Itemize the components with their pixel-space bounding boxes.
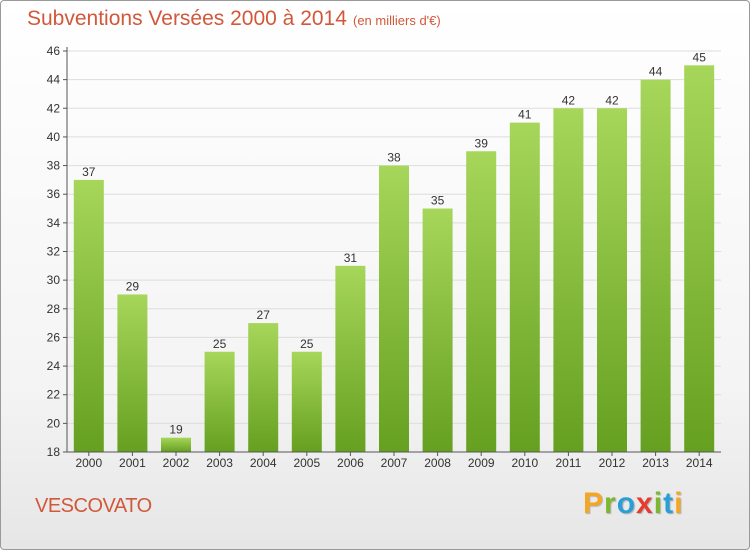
bar bbox=[161, 437, 191, 452]
bar bbox=[509, 122, 540, 452]
logo-letter: t bbox=[663, 487, 675, 520]
bar bbox=[204, 351, 235, 452]
x-tick-label: 2013 bbox=[642, 456, 669, 470]
bar bbox=[291, 351, 322, 452]
logo-letter: i bbox=[674, 487, 684, 520]
bar bbox=[73, 179, 104, 452]
axes: 18 20 22 24 26 28 30 32 34 36 38 40 42 44 46 2000 2001 20… bbox=[47, 44, 721, 470]
y-tick-label: 24 bbox=[47, 359, 61, 373]
data-label: 27 bbox=[257, 308, 271, 322]
y-tick-label: 18 bbox=[47, 445, 61, 459]
bar bbox=[597, 108, 627, 453]
logo-letter: i bbox=[653, 487, 664, 520]
y-tick-label: 36 bbox=[47, 187, 61, 201]
x-tick-label: 2014 bbox=[686, 456, 713, 470]
logo-letter: r bbox=[604, 487, 617, 520]
y-tick-label: 20 bbox=[47, 416, 61, 430]
chart-title: Subventions Versées 2000 à 2014 bbox=[27, 7, 347, 30]
data-label: 31 bbox=[344, 251, 358, 265]
x-tick-label: 2001 bbox=[119, 456, 146, 470]
data-label: 35 bbox=[431, 194, 445, 208]
x-tick-label: 2006 bbox=[337, 456, 364, 470]
bar bbox=[553, 108, 584, 453]
x-tick-label: 2000 bbox=[75, 456, 102, 470]
bar bbox=[466, 151, 497, 452]
y-tick-label: 22 bbox=[47, 388, 61, 402]
bar bbox=[117, 294, 148, 452]
y-tick-label: 34 bbox=[47, 216, 61, 230]
logo-letter: x bbox=[636, 487, 654, 520]
x-tick-label: 2009 bbox=[468, 456, 495, 470]
y-tick-label: 40 bbox=[47, 130, 61, 144]
data-label: 41 bbox=[518, 108, 532, 122]
bar bbox=[422, 208, 453, 452]
logo-letter: o bbox=[616, 487, 637, 520]
bar bbox=[640, 79, 671, 453]
y-tick-label: 46 bbox=[47, 44, 61, 58]
proxiti-logo: Proxiti bbox=[583, 487, 683, 521]
data-label: 42 bbox=[605, 93, 619, 107]
data-label: 39 bbox=[475, 136, 489, 150]
x-tick-label: 2005 bbox=[293, 456, 320, 470]
logo-letter: P bbox=[583, 487, 605, 520]
bar bbox=[248, 323, 279, 452]
bar bbox=[335, 265, 366, 452]
data-label: 45 bbox=[693, 50, 707, 64]
bars: 37 29 19 25 27 25 31 38 35 39 41 42 42 44 45 bbox=[73, 50, 715, 453]
y-tick-label: 42 bbox=[47, 101, 61, 115]
commune-name: VESCOVATO bbox=[35, 495, 152, 517]
y-tick-label: 30 bbox=[47, 273, 61, 287]
data-label: 38 bbox=[387, 151, 401, 165]
y-tick-label: 26 bbox=[47, 330, 61, 344]
x-tick-label: 2008 bbox=[424, 456, 451, 470]
data-label: 37 bbox=[82, 165, 96, 179]
data-label: 44 bbox=[649, 65, 663, 79]
x-tick-label: 2012 bbox=[599, 456, 626, 470]
y-tick-label: 38 bbox=[47, 159, 61, 173]
data-label: 25 bbox=[213, 337, 227, 351]
x-tick-label: 2011 bbox=[555, 456, 581, 470]
y-tick-label: 44 bbox=[47, 73, 61, 87]
data-label: 25 bbox=[300, 337, 314, 351]
x-tick-label: 2003 bbox=[206, 456, 233, 470]
x-tick-label: 2004 bbox=[250, 456, 277, 470]
chart-subtitle: (en milliers d'€) bbox=[353, 13, 441, 28]
data-label: 29 bbox=[126, 279, 140, 293]
data-label: 42 bbox=[562, 93, 576, 107]
x-tick-label: 2002 bbox=[163, 456, 190, 470]
x-tick-label: 2010 bbox=[511, 456, 538, 470]
y-tick-label: 28 bbox=[47, 302, 61, 316]
y-tick-label: 32 bbox=[47, 245, 61, 259]
x-tick-label: 2007 bbox=[381, 456, 408, 470]
bar bbox=[684, 65, 715, 453]
data-label: 19 bbox=[169, 423, 183, 437]
bar bbox=[379, 165, 409, 453]
